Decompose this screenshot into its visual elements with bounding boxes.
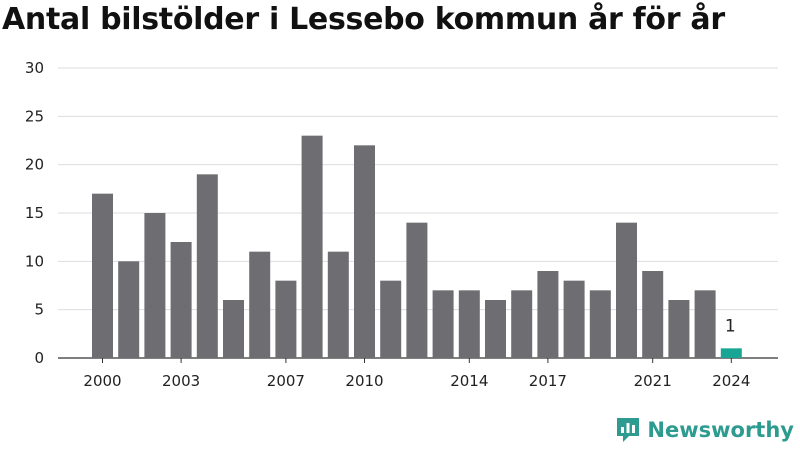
- x-tick-label: 2017: [529, 372, 567, 390]
- bar-2024: [720, 348, 742, 358]
- y-tick-label: 10: [25, 252, 44, 270]
- bar-2002: [144, 213, 166, 358]
- bar-2000: [92, 193, 113, 358]
- bar-2004: [196, 174, 218, 358]
- bar-2007: [275, 280, 297, 358]
- bar-2022: [668, 300, 690, 358]
- bar-2023: [694, 290, 716, 358]
- x-tick-label: 2024: [712, 372, 750, 390]
- bar-2006: [249, 251, 271, 358]
- x-tick-label: 2014: [450, 372, 488, 390]
- chart-title: Antal bilstölder i Lessebo kommun år för…: [2, 2, 725, 37]
- data-labels: 1: [725, 316, 736, 336]
- bar-2014: [458, 290, 480, 358]
- x-tick-label: 2003: [162, 372, 200, 390]
- bar-2019: [589, 290, 611, 358]
- bar-2003: [170, 242, 192, 358]
- bar-2008: [301, 135, 323, 358]
- bar-2017: [537, 271, 559, 358]
- x-tick-label: 2010: [345, 372, 383, 390]
- bar-2016: [511, 290, 533, 358]
- data-label: 1: [725, 316, 736, 336]
- y-tick-label: 30: [25, 59, 44, 77]
- bar-2015: [485, 300, 506, 358]
- x-axis-tick-labels: 2000 2003 2007 2010 2014 2017 2021 2024: [83, 358, 750, 390]
- bar-2020: [616, 222, 637, 358]
- x-tick-label: 2007: [267, 372, 305, 390]
- y-tick-label: 25: [25, 107, 44, 125]
- y-tick-label: 0: [34, 349, 44, 367]
- bar-2001: [118, 261, 140, 358]
- bars: [92, 135, 742, 358]
- bar-2021: [642, 271, 664, 358]
- newsworthy-logo-icon: [617, 418, 640, 442]
- bar-2012: [406, 222, 428, 358]
- y-tick-label: 20: [25, 156, 44, 174]
- bar-2018: [563, 280, 585, 358]
- bar-2009: [327, 251, 349, 358]
- y-tick-label: 5: [34, 301, 44, 319]
- bar-2013: [432, 290, 454, 358]
- x-tick-label: 2000: [83, 372, 121, 390]
- brand-name: Newsworthy: [647, 418, 794, 442]
- y-tick-label: 15: [25, 204, 44, 222]
- bar-2011: [380, 280, 402, 358]
- y-axis-tick-labels: 0 5 10 15 20 25 30: [25, 59, 44, 367]
- bar-2010: [354, 145, 375, 358]
- brand-logo: Newsworthy: [615, 416, 794, 444]
- x-tick-label: 2021: [634, 372, 672, 390]
- bar-2005: [223, 300, 244, 358]
